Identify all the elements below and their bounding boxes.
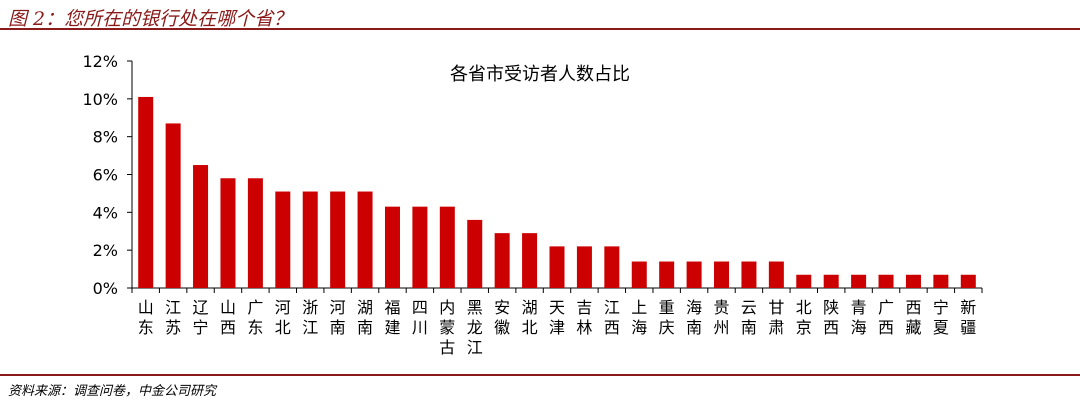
- x-tick-label: 福建: [384, 298, 400, 337]
- x-tick-label: 江西: [604, 298, 620, 337]
- bar: [796, 274, 812, 288]
- y-tick-label: 10%: [82, 90, 118, 109]
- x-tick-label: 宁夏: [933, 298, 949, 337]
- figure-title: 图 2：您所在的银行处在哪个省？: [8, 8, 293, 30]
- x-tick-label: 湖北: [522, 298, 538, 337]
- bottom-divider: [0, 374, 1080, 376]
- bar: [686, 261, 702, 288]
- x-tick-label: 广西: [878, 298, 894, 337]
- bar: [905, 274, 921, 288]
- bar: [275, 191, 291, 288]
- y-tick-label: 2%: [93, 241, 118, 260]
- bar: [467, 219, 483, 288]
- x-tick-label: 云南: [741, 298, 757, 337]
- bar: [220, 178, 236, 288]
- x-tick-label: 安徽: [494, 298, 510, 337]
- bar: [714, 261, 730, 288]
- x-tick-labels: 山东江苏辽宁山西广东河北浙江河南湖南福建四川内蒙古黑龙江安徽湖北天津吉林江西上海…: [138, 298, 977, 357]
- bar: [138, 96, 154, 288]
- x-tick-label: 山东: [138, 298, 154, 337]
- bar: [439, 206, 455, 288]
- x-tick-label: 四川: [412, 298, 428, 337]
- bar-chart: 0% 2% 4% 6% 8% 10% 12% 山东江苏辽宁山西广东河北浙江河南湖南福建四川内…: [82, 52, 983, 357]
- x-tick-label: 河北: [275, 298, 291, 337]
- bar: [522, 233, 538, 288]
- bar: [823, 274, 839, 288]
- bar: [357, 191, 373, 288]
- x-tick-label: 上海: [631, 298, 647, 337]
- bar: [631, 261, 647, 288]
- x-tick-label: 甘肃: [768, 298, 784, 337]
- source-note: 资料来源：调查问卷，中金公司研究: [8, 384, 217, 399]
- bar: [494, 233, 510, 288]
- bar: [960, 274, 976, 288]
- bar: [851, 274, 867, 288]
- bar: [384, 206, 400, 288]
- x-tick-label: 黑龙江: [467, 298, 483, 357]
- bar: [165, 123, 181, 289]
- bar: [604, 246, 620, 288]
- y-tick-label: 0%: [93, 279, 118, 298]
- x-tick-label: 江苏: [165, 298, 181, 337]
- x-tick-label: 天津: [549, 298, 565, 337]
- x-tick-label: 辽宁: [193, 298, 209, 337]
- bar: [549, 246, 565, 288]
- x-tick-label: 新疆: [960, 298, 976, 337]
- y-tick-label: 8%: [93, 128, 118, 147]
- x-tick-label: 重庆: [659, 298, 675, 337]
- y-tick-label: 6%: [93, 166, 118, 185]
- x-tick-label: 湖南: [357, 298, 373, 337]
- bar: [933, 274, 949, 288]
- top-divider: [0, 28, 1080, 30]
- bar: [412, 206, 428, 288]
- bar: [878, 274, 894, 288]
- x-tick-label: 北京: [796, 298, 812, 337]
- bar: [576, 246, 592, 288]
- y-tick-label: 4%: [93, 203, 118, 222]
- bar: [741, 261, 757, 288]
- bar: [768, 261, 784, 288]
- x-tick-label: 河南: [330, 298, 346, 337]
- chart-title: 各省市受访者人数占比: [450, 64, 630, 85]
- x-tick-label: 吉林: [576, 298, 592, 337]
- x-tick-label: 贵州: [714, 298, 730, 337]
- x-tick-label: 陕西: [823, 298, 839, 337]
- x-tick-label: 西藏: [905, 298, 921, 337]
- x-tick-label: 广东: [247, 298, 263, 337]
- x-tick-label: 青海: [851, 298, 867, 337]
- x-tick-label: 海南: [686, 298, 702, 337]
- bar: [193, 165, 209, 288]
- chart-axes: 0% 2% 4% 6% 8% 10% 12%: [82, 52, 983, 298]
- bar: [659, 261, 675, 288]
- y-tick-label: 12%: [82, 52, 118, 71]
- x-tick-label: 内蒙古: [439, 298, 455, 357]
- bar: [302, 191, 318, 288]
- x-tick-label: 山西: [220, 298, 236, 337]
- bar: [330, 191, 346, 288]
- x-tick-label: 浙江: [302, 298, 318, 337]
- chart-bars: [138, 96, 976, 289]
- bar: [247, 178, 263, 288]
